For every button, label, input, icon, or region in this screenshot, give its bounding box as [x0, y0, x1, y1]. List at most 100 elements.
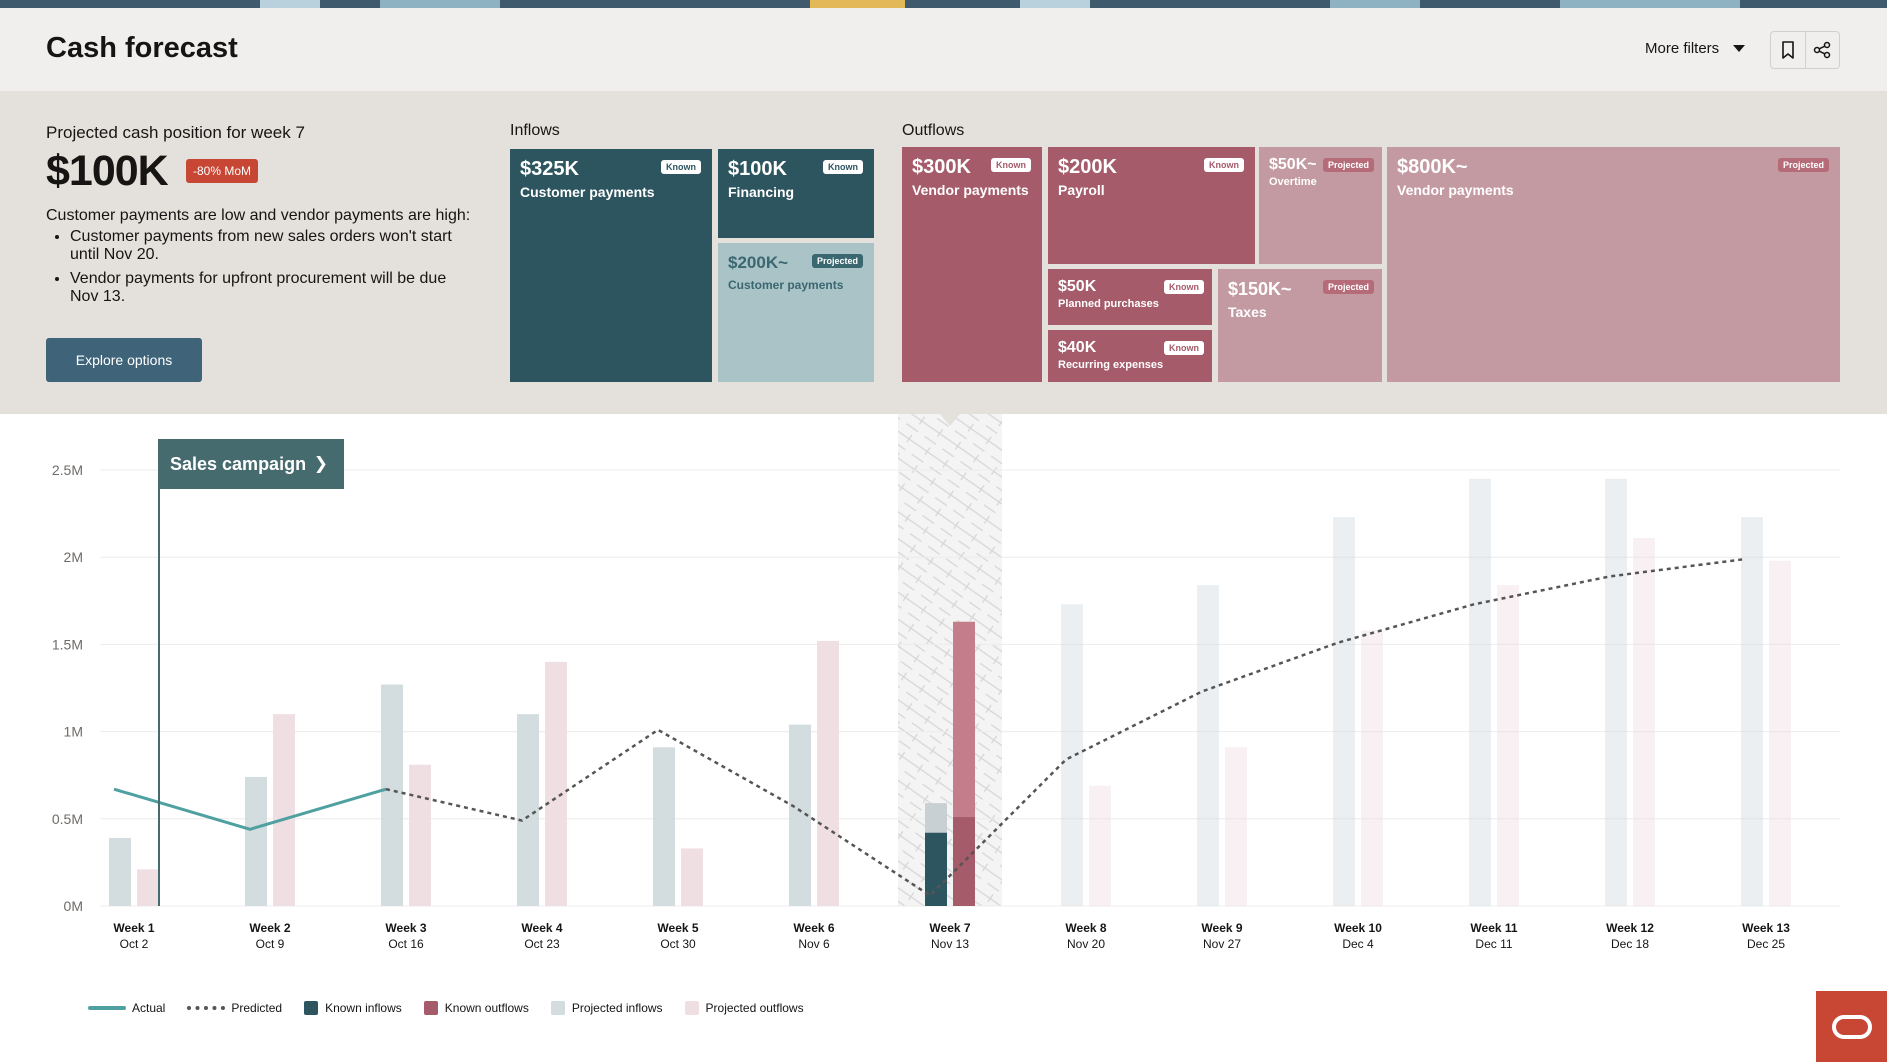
predicted-line — [385, 557, 1747, 898]
tile-label: Recurring expenses — [1058, 359, 1164, 371]
outflow-tile-vendor-payments-known[interactable]: $300K Vendor payments Known — [902, 147, 1042, 382]
projected-inflow-bar — [789, 724, 811, 906]
known-outflow-bar — [953, 817, 975, 906]
projected-outflow-bar — [1225, 747, 1247, 906]
outflow-tile-payroll[interactable]: $200K Payroll Known — [1048, 147, 1255, 264]
x-tick-date-label: Dec 11 — [1475, 937, 1512, 951]
legend-projected-outflows-label: Projected outflows — [705, 1001, 804, 1015]
bookmark-button[interactable] — [1771, 32, 1805, 68]
x-tick-week-label: Week 7 — [929, 921, 970, 935]
projected-inflow-bar — [1197, 585, 1219, 906]
mom-change-badge: -80% MoM — [186, 159, 259, 183]
status-badge: Known — [1204, 158, 1244, 172]
tile-amount: $40K — [1058, 339, 1097, 356]
projected-outflow-bar — [545, 661, 567, 906]
sales-campaign-label: Sales campaign — [170, 453, 307, 474]
x-tick-date-label: Nov 27 — [1203, 937, 1241, 951]
status-badge: Projected — [811, 254, 863, 268]
projected-outflow-bar — [1497, 585, 1519, 906]
x-tick-date-label: Nov 13 — [931, 937, 969, 951]
outflow-tile-overtime[interactable]: $50K~ Overtime Projected — [1259, 147, 1382, 264]
outflow-tile-planned-purchases[interactable]: $50K Planned purchases Known — [1048, 269, 1212, 325]
outflow-tile-recurring-expenses[interactable]: $40K Recurring expenses Known — [1048, 330, 1212, 382]
y-tick-label: 2M — [64, 549, 83, 565]
tile-amount: $200K — [1058, 156, 1117, 178]
chart-legend: Actual Predicted Known inflows Known out… — [88, 1001, 826, 1015]
tile-label: Vendor payments — [1397, 182, 1514, 198]
outflows-label: Outflows — [902, 122, 965, 139]
projected-inflow-bar — [109, 837, 131, 906]
tile-amount: $300K — [912, 156, 971, 178]
projected-inflow-bar — [1605, 478, 1627, 906]
x-tick-week-label: Week 5 — [657, 921, 698, 935]
outflow-tile-taxes[interactable]: $150K~ Taxes Projected — [1218, 269, 1382, 382]
oracle-assistant-button[interactable] — [1816, 991, 1887, 1062]
legend-known-inflows: Known inflows — [304, 1001, 402, 1015]
x-tick-date-label: Nov 6 — [798, 937, 830, 951]
legend-known-inflows-swatch — [304, 1001, 319, 1015]
outflow-tile-vendor-payments-projected[interactable]: $800K~ Vendor payments Projected — [1387, 147, 1840, 382]
status-badge: Projected — [1322, 158, 1374, 172]
projected-outflow-bar — [1633, 538, 1655, 906]
status-badge: Known — [823, 160, 863, 174]
inflows-label: Inflows — [510, 122, 560, 139]
legend-predicted-label: Predicted — [231, 1001, 283, 1015]
status-badge: Known — [661, 160, 701, 174]
status-badge: Known — [1164, 280, 1204, 294]
legend-projected-outflows: Projected outflows — [684, 1001, 804, 1015]
projected-outflow-bar — [409, 764, 431, 906]
projected-outflow-bar — [681, 848, 703, 906]
header-actions — [1770, 31, 1840, 69]
y-tick-label: 1.5M — [52, 636, 83, 652]
description-bullet: Vendor payments for upfront procurement … — [70, 270, 476, 306]
projected-outflow-bar — [137, 869, 159, 906]
legend-predicted: Predicted — [187, 1001, 282, 1015]
x-tick-week-label: Week 11 — [1470, 921, 1517, 935]
legend-known-outflows-label: Known outflows — [444, 1001, 529, 1015]
selected-week-pointer — [940, 414, 960, 426]
x-tick-date-label: Oct 30 — [660, 937, 696, 951]
x-tick-date-label: Dec 4 — [1342, 937, 1374, 951]
x-tick-date-label: Oct 2 — [120, 937, 149, 951]
selected-week-highlight — [898, 414, 1002, 906]
tile-label: Planned purchases — [1058, 298, 1159, 310]
description-bullet: Customer payments from new sales orders … — [70, 228, 476, 264]
projected-inflow-bar — [381, 684, 403, 906]
x-tick-week-label: Week 8 — [1065, 921, 1106, 935]
legend-known-outflows-swatch — [423, 1001, 438, 1015]
oracle-logo-icon — [1831, 1014, 1872, 1039]
explore-options-button[interactable]: Explore options — [46, 338, 202, 382]
x-tick-week-label: Week 10 — [1334, 921, 1382, 935]
status-badge: Known — [1164, 341, 1204, 355]
status-badge: Projected — [1777, 158, 1829, 172]
projected-inflow-bar — [1741, 517, 1763, 906]
x-tick-week-label: Week 12 — [1606, 921, 1654, 935]
inflow-tile-financing[interactable]: $100K Financing Known — [718, 149, 874, 238]
projected-outflow-bar — [817, 640, 839, 906]
x-tick-date-label: Nov 20 — [1067, 937, 1105, 951]
tile-label: Customer payments — [728, 278, 844, 292]
page-header: Cash forecast More filters — [0, 8, 1887, 91]
projected-position-label: Projected cash position for week 7 — [46, 123, 305, 142]
bookmark-icon — [1782, 41, 1794, 59]
tile-amount: $50K — [1058, 278, 1097, 295]
tile-label: Taxes — [1228, 304, 1267, 320]
more-filters-dropdown[interactable]: More filters — [1645, 40, 1746, 57]
description-bullets: Customer payments from new sales orders … — [46, 228, 476, 306]
inflow-tile-customer-payments-known[interactable]: $325K Customer payments Known — [510, 149, 712, 382]
x-tick-week-label: Week 6 — [793, 921, 834, 935]
y-tick-label: 1M — [64, 724, 83, 740]
projected-outflow-bar — [273, 714, 295, 906]
tile-label: Financing — [728, 184, 795, 200]
status-badge: Projected — [1322, 280, 1374, 294]
sales-campaign-annotation[interactable]: Sales campaign ❯ — [158, 439, 344, 489]
tile-amount: $100K — [728, 158, 787, 180]
tile-amount: $800K~ — [1397, 156, 1468, 178]
legend-actual: Actual — [88, 1001, 165, 1015]
share-button[interactable] — [1804, 32, 1839, 68]
inflow-tile-customer-payments-projected[interactable]: $200K~ Customer payments Projected — [718, 243, 874, 382]
tile-amount: $50K~ — [1269, 156, 1317, 173]
share-icon — [1814, 41, 1831, 59]
x-tick-week-label: Week 13 — [1742, 921, 1790, 935]
legend-projected-inflows-label: Projected inflows — [571, 1001, 663, 1015]
